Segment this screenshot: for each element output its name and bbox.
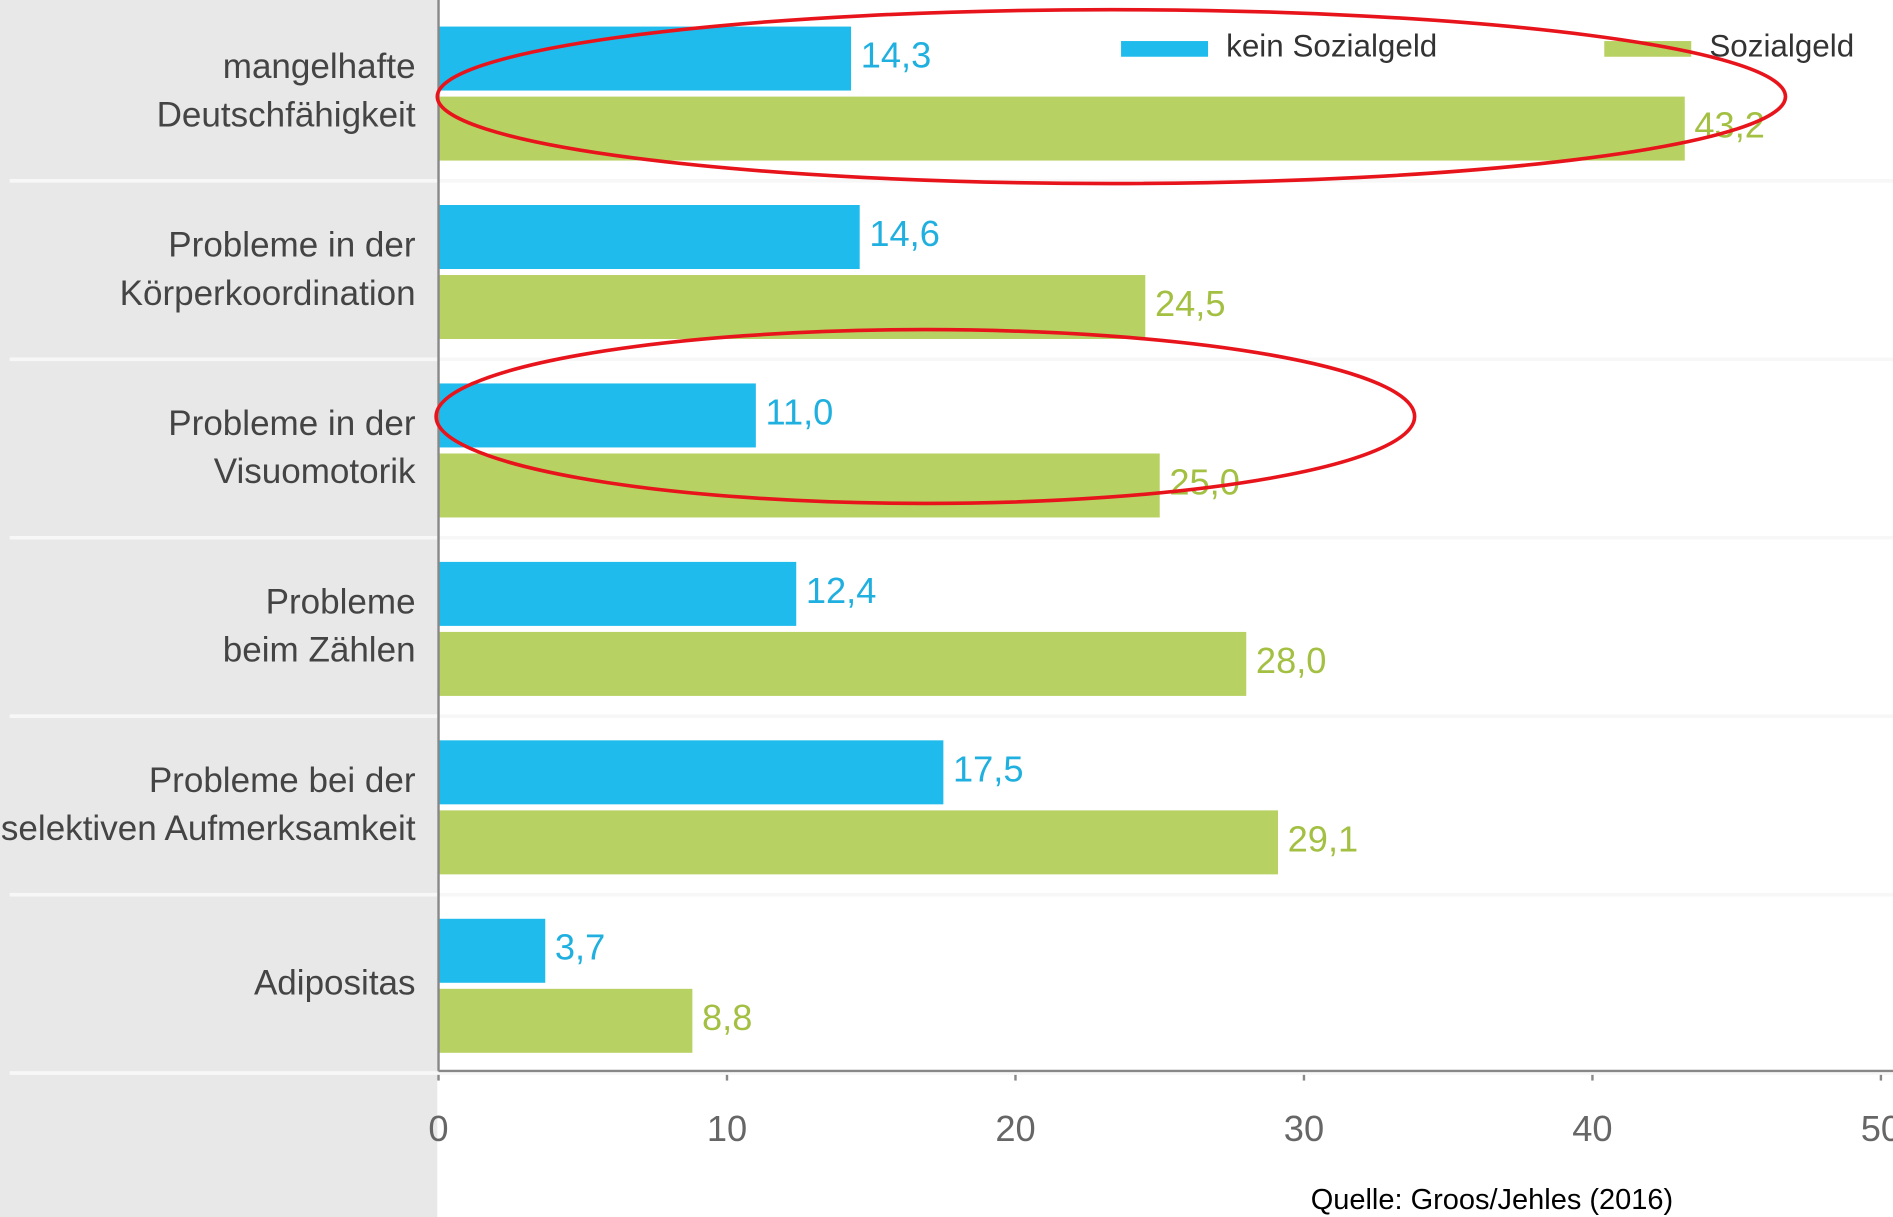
value-label: 12,4 <box>806 570 877 611</box>
bar <box>438 275 1146 340</box>
bar <box>438 383 756 448</box>
y-tick-label: Probleme <box>266 582 416 621</box>
y-tick-label: Deutschfähigkeit <box>157 95 416 134</box>
value-label: 14,3 <box>861 35 932 76</box>
highlight-ellipse <box>434 327 1417 506</box>
bar <box>438 561 797 626</box>
x-tick-label: 20 <box>995 1108 1035 1149</box>
bar <box>438 453 1160 518</box>
y-tick-label: selektiven Aufmerksamkeit <box>1 809 416 848</box>
x-tick-label: 10 <box>707 1108 747 1149</box>
y-tick-label: Adipositas <box>254 963 416 1002</box>
legend-label: kein Sozialgeld <box>1226 29 1437 64</box>
bar <box>438 205 860 269</box>
value-label: 14,6 <box>869 213 940 254</box>
legend-label: Sozialgeld <box>1709 29 1854 64</box>
legend-swatch <box>1121 41 1209 57</box>
value-label: 17,5 <box>953 748 1024 789</box>
bar <box>438 631 1247 696</box>
value-label: 8,8 <box>702 997 752 1038</box>
plot: 0 10 20 30 40 50 mangelhafte Deutschfähigkeit Pr… <box>1 26 1893 1149</box>
y-tick-label: beim Zählen <box>223 631 416 670</box>
value-label: 11,0 <box>766 391 834 432</box>
value-label: 29,1 <box>1288 818 1359 859</box>
legend-swatch <box>1604 41 1692 57</box>
bar <box>438 810 1278 875</box>
y-tick-label: Probleme bei der <box>149 761 416 800</box>
value-label: 28,0 <box>1256 640 1327 681</box>
x-tick-label: 30 <box>1284 1108 1324 1149</box>
value-label: 3,7 <box>555 927 605 968</box>
y-tick-label: Probleme in der <box>168 226 416 265</box>
label-panel <box>0 0 438 1217</box>
x-tick-label: 40 <box>1572 1108 1612 1149</box>
bar <box>438 96 1685 161</box>
y-tick-label: mangelhafte <box>223 47 416 86</box>
value-label: 24,5 <box>1155 283 1226 324</box>
bar <box>438 918 546 983</box>
source: Quelle: Groos/Jehles (2016) <box>1311 1184 1673 1216</box>
bar <box>438 740 944 805</box>
y-tick-label: Visuomotorik <box>214 452 416 491</box>
highlight-ellipse <box>435 7 1788 186</box>
y-tick-label: Körperkoordination <box>120 274 416 313</box>
bar <box>438 988 693 1053</box>
x-tick-label: 0 <box>428 1108 448 1149</box>
y-tick-label: Probleme in der <box>168 404 416 443</box>
x-tick-label: 50 <box>1861 1108 1893 1149</box>
value-label: 25,0 <box>1169 461 1240 502</box>
